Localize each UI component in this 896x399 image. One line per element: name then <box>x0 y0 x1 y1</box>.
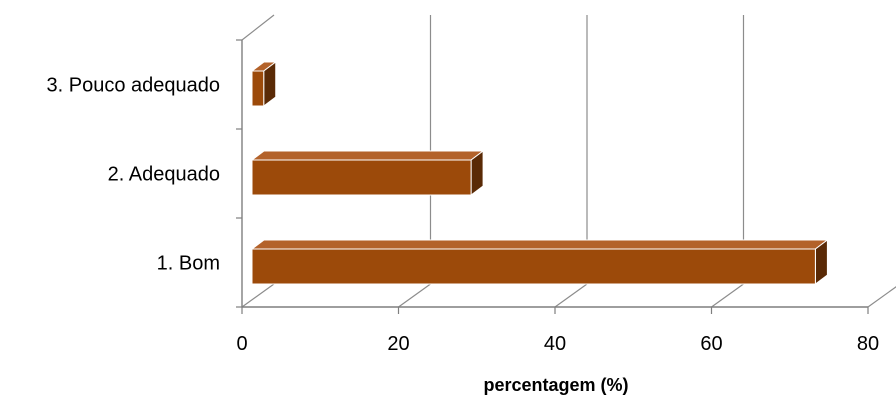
floor-gridline <box>398 283 431 308</box>
floor-gridline <box>711 283 744 308</box>
gridlines <box>241 15 896 308</box>
axes <box>236 14 869 314</box>
bar-top-face <box>250 150 485 161</box>
x-tick-label: 60 <box>700 333 722 355</box>
x-tick-label: 20 <box>387 333 409 355</box>
bar <box>250 239 829 285</box>
x-tick-label: 80 <box>857 333 879 355</box>
category-label: 1. Bom <box>157 253 220 275</box>
bar-front-face <box>251 70 265 107</box>
bar-front-face <box>251 159 472 196</box>
category-label: 3. Pouco adequado <box>47 75 221 97</box>
floor-gridline <box>867 286 896 308</box>
floor-gridline <box>241 283 275 308</box>
category-labels: 1. Bom 2. Adequado 3. Pouco adequado <box>47 75 221 275</box>
bars <box>250 61 829 285</box>
x-tick-label: 0 <box>236 333 247 355</box>
x-tick-label: 40 <box>544 333 566 355</box>
bar <box>250 61 278 107</box>
bar <box>250 150 485 196</box>
category-label: 2. Adequado <box>108 164 220 186</box>
x-axis-title: percentagem (%) <box>483 375 628 395</box>
x-tick-labels: 0 20 40 60 80 <box>236 333 879 355</box>
side-wall-edge <box>241 14 275 41</box>
bar-top-face <box>250 239 829 250</box>
bar-front-face <box>251 248 816 285</box>
floor-gridline <box>554 283 588 308</box>
